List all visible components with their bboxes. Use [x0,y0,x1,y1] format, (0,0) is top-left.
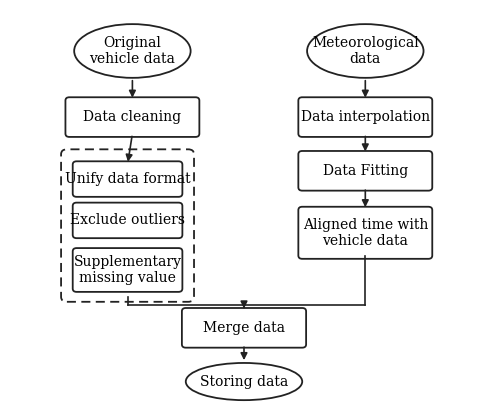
FancyBboxPatch shape [298,97,432,137]
Text: Storing data: Storing data [200,374,288,389]
Ellipse shape [74,24,191,78]
Text: Aligned time with
vehicle data: Aligned time with vehicle data [303,218,428,248]
FancyBboxPatch shape [73,203,183,238]
Text: Supplementary
missing value: Supplementary missing value [74,255,182,285]
Text: Unify data format: Unify data format [65,172,190,186]
Ellipse shape [307,24,424,78]
Text: Merge data: Merge data [203,321,285,335]
Text: Data cleaning: Data cleaning [83,110,182,124]
FancyBboxPatch shape [73,248,183,292]
FancyBboxPatch shape [298,151,432,191]
Text: Original
vehicle data: Original vehicle data [89,36,175,66]
FancyBboxPatch shape [73,161,183,197]
Text: Data interpolation: Data interpolation [301,110,430,124]
Ellipse shape [186,363,302,400]
Text: Data Fitting: Data Fitting [323,164,408,178]
Text: Meteorological
data: Meteorological data [312,36,419,66]
FancyBboxPatch shape [298,207,432,259]
Text: Exclude outliers: Exclude outliers [70,213,185,228]
FancyBboxPatch shape [65,97,200,137]
FancyBboxPatch shape [182,308,306,348]
